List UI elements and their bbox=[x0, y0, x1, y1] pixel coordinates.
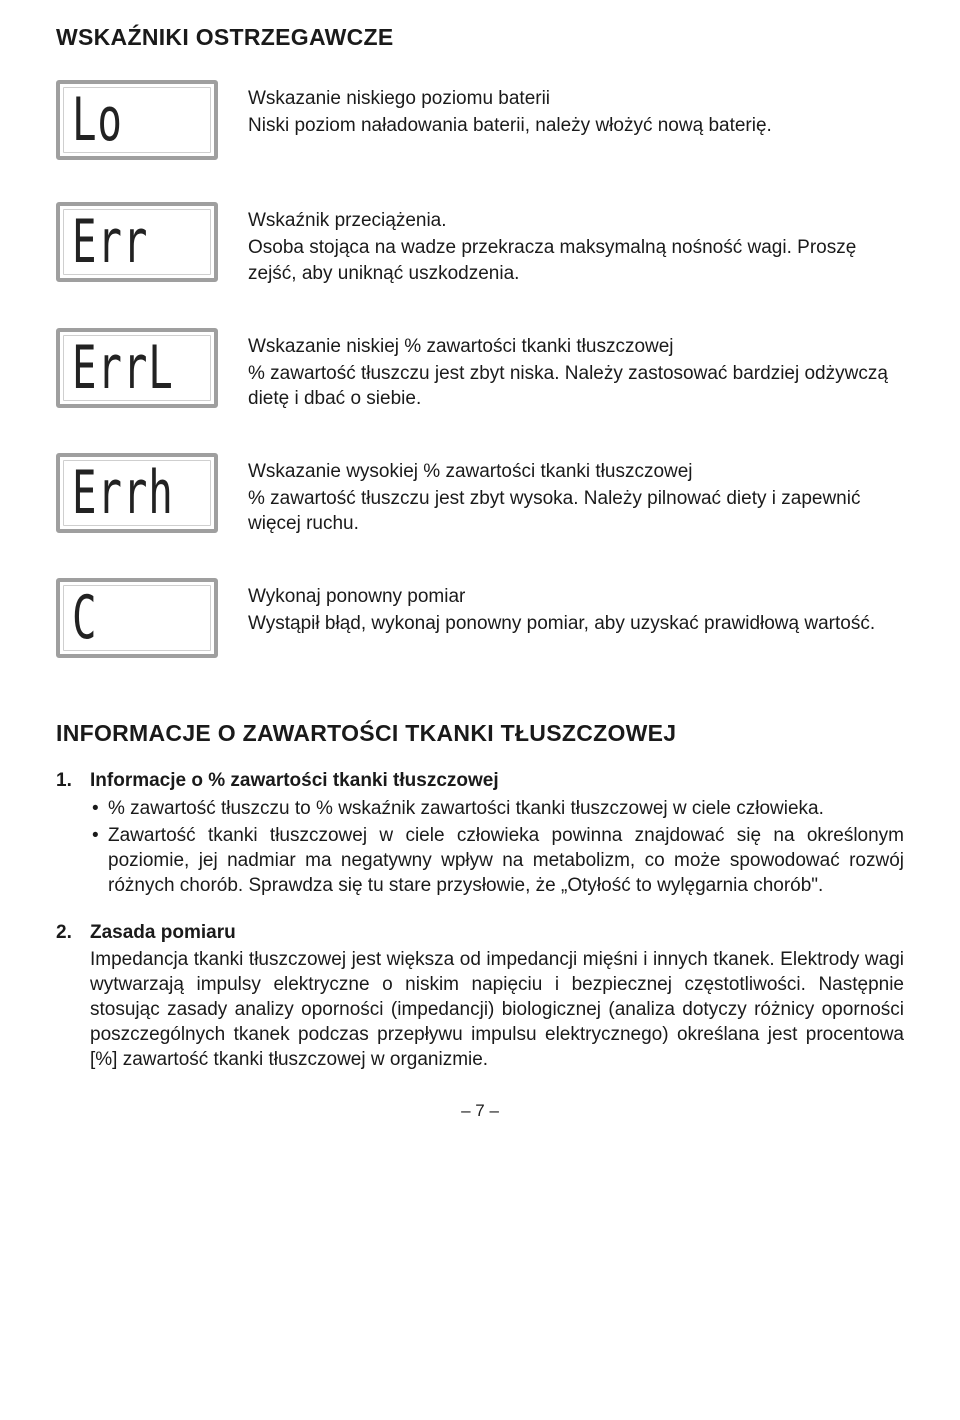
bullet-item: % zawartość tłuszczu to % wskaźnik zawar… bbox=[90, 796, 904, 821]
lcd-display: ErrL bbox=[56, 328, 218, 408]
info-list: 1. Informacje o % zawartości tkanki tłus… bbox=[56, 768, 904, 1072]
info-subtitle: Zasada pomiaru bbox=[90, 920, 904, 945]
indicator-row: Errh Wskazanie wysokiej % zawartości tka… bbox=[56, 453, 904, 536]
indicator-row: Err Wskaźnik przeciążenia. Osoba stojąca… bbox=[56, 202, 904, 285]
indicator-row: C Wykonaj ponowny pomiar Wystąpił błąd, … bbox=[56, 578, 904, 658]
indicator-desc: % zawartość tłuszczu jest zbyt niska. Na… bbox=[248, 363, 888, 409]
indicator-title: Wskazanie niskiego poziomu baterii bbox=[248, 86, 904, 111]
indicator-desc: Wystąpił błąd, wykonaj ponowny pomiar, a… bbox=[248, 613, 875, 634]
lcd-display: Errh bbox=[56, 453, 218, 533]
info-number: 1. bbox=[56, 768, 90, 899]
page-number: – 7 – bbox=[56, 1100, 904, 1122]
lcd-display: C bbox=[56, 578, 218, 658]
bullet-item: Zawartość tkanki tłuszczowej w ciele czł… bbox=[90, 823, 904, 898]
indicator-text: Wskaźnik przeciążenia. Osoba stojąca na … bbox=[248, 202, 904, 285]
info-body: Zasada pomiaru Impedancja tkanki tłuszcz… bbox=[90, 920, 904, 1072]
section-title-info: INFORMACJE O ZAWARTOŚCI TKANKI TŁUSZCZOW… bbox=[56, 718, 904, 748]
indicator-text: Wskazanie niskiego poziomu baterii Niski… bbox=[248, 80, 904, 138]
lcd-display: Lo bbox=[56, 80, 218, 160]
info-item: 2. Zasada pomiaru Impedancja tkanki tłus… bbox=[56, 920, 904, 1072]
info-number: 2. bbox=[56, 920, 90, 1072]
section-title-indicators: WSKAŹNIKI OSTRZEGAWCZE bbox=[56, 22, 904, 52]
indicator-desc: % zawartość tłuszczu jest zbyt wysoka. N… bbox=[248, 488, 860, 534]
indicator-title: Wykonaj ponowny pomiar bbox=[248, 584, 904, 609]
indicator-text: Wskazanie niskiej % zawartości tkanki tł… bbox=[248, 328, 904, 411]
indicator-title: Wskaźnik przeciążenia. bbox=[248, 208, 904, 233]
indicator-text: Wykonaj ponowny pomiar Wystąpił błąd, wy… bbox=[248, 578, 904, 636]
indicator-row: ErrL Wskazanie niskiej % zawartości tkan… bbox=[56, 328, 904, 411]
indicator-text: Wskazanie wysokiej % zawartości tkanki t… bbox=[248, 453, 904, 536]
indicator-list: Lo Wskazanie niskiego poziomu baterii Ni… bbox=[56, 80, 904, 658]
indicator-title: Wskazanie niskiej % zawartości tkanki tł… bbox=[248, 334, 904, 359]
lcd-text: C bbox=[72, 588, 97, 648]
indicator-row: Lo Wskazanie niskiego poziomu baterii Ni… bbox=[56, 80, 904, 160]
info-paragraph: Impedancja tkanki tłuszczowej jest więks… bbox=[90, 947, 904, 1072]
lcd-text: Errh bbox=[72, 463, 174, 523]
lcd-text: Err bbox=[72, 212, 148, 272]
info-body: Informacje o % zawartości tkanki tłuszcz… bbox=[90, 768, 904, 899]
indicator-title: Wskazanie wysokiej % zawartości tkanki t… bbox=[248, 459, 904, 484]
info-item: 1. Informacje o % zawartości tkanki tłus… bbox=[56, 768, 904, 899]
bullet-list: % zawartość tłuszczu to % wskaźnik zawar… bbox=[90, 796, 904, 898]
indicator-desc: Osoba stojąca na wadze przekracza maksym… bbox=[248, 237, 856, 283]
lcd-text: Lo bbox=[72, 90, 123, 150]
lcd-text: ErrL bbox=[72, 338, 174, 398]
indicator-desc: Niski poziom naładowania baterii, należy… bbox=[248, 115, 772, 136]
lcd-display: Err bbox=[56, 202, 218, 282]
info-subtitle: Informacje o % zawartości tkanki tłuszcz… bbox=[90, 768, 904, 793]
